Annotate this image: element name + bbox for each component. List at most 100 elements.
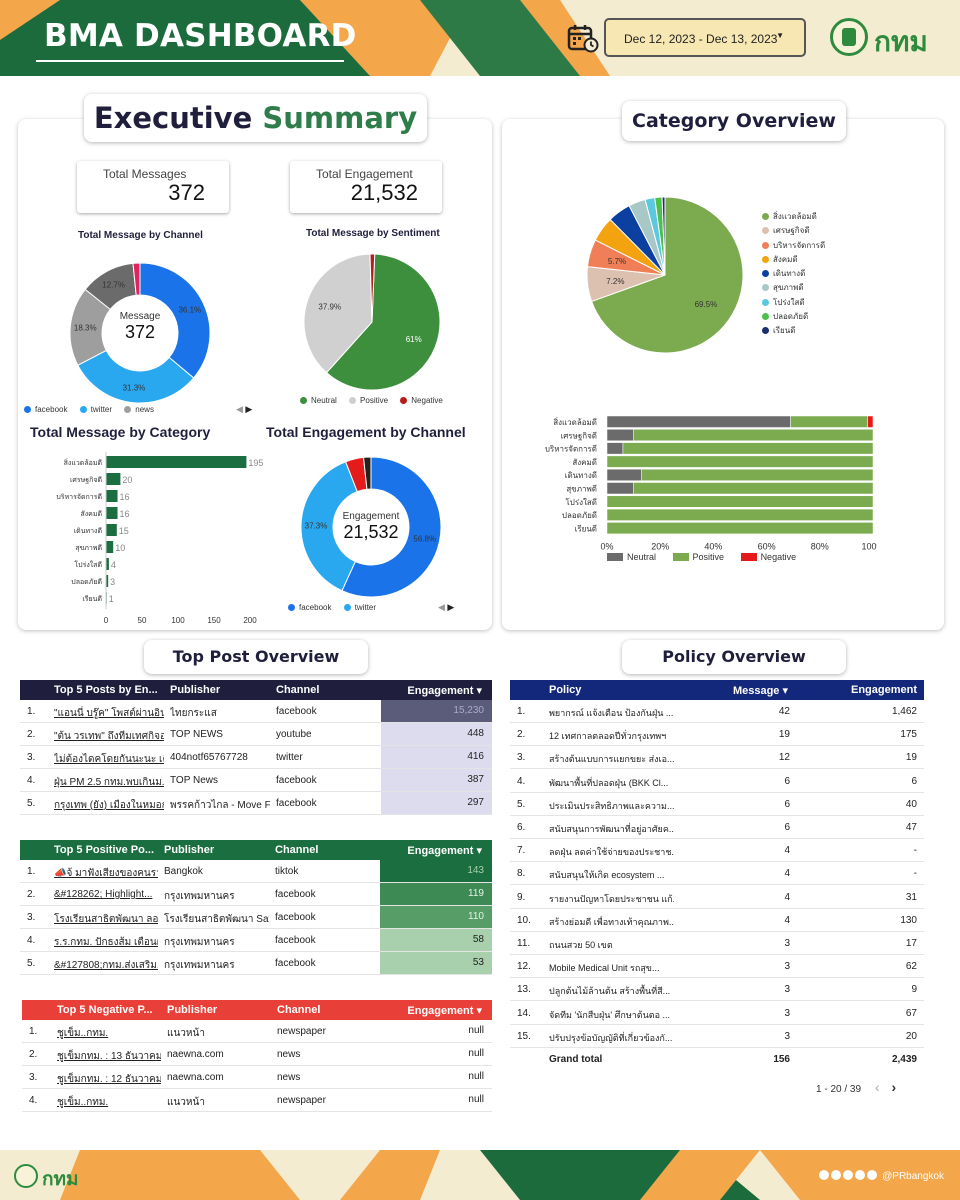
slice-label: 12.7%	[102, 281, 125, 290]
table-row[interactable]: 7. ลดฝุ่น ลดค่าใช้จ่ายของประชาช... 4 -	[510, 839, 924, 863]
column-header[interactable]: Publisher	[167, 1004, 218, 1016]
post-link[interactable]: ชูเข็ม..กทม.	[57, 1028, 109, 1039]
table-row[interactable]: 9. รายงานปัญหาโดยประชาชน แก้... 4 31	[510, 886, 924, 909]
publisher-cell: TOP News	[170, 775, 218, 786]
footer: กทม @PRbangkok	[0, 1150, 960, 1200]
column-header[interactable]: Publisher	[170, 684, 221, 696]
table-row[interactable]: 2. "ต้น วรเทพ" ถึงทีมเทศกิจอ... TOP NEWS yo…	[20, 723, 492, 746]
post-link[interactable]: ร.ร.กทม. ปักธงส้ม เตือนฝุ่...	[54, 937, 158, 948]
post-link[interactable]: กรุงเทพ (ยัง) เมืองในหมอก...	[54, 800, 164, 811]
post-link[interactable]: ชูเข็มกทม. : 13 ธันวาคม...	[57, 1051, 161, 1062]
table-row[interactable]: 5. กรุงเทพ (ยัง) เมืองในหมอก... พรรคก้าวไก…	[20, 792, 492, 815]
column-header[interactable]: Channel	[277, 1004, 321, 1016]
channel-legend-pager[interactable]: ◀ ▶	[236, 404, 253, 414]
channel-cell: facebook	[275, 935, 316, 946]
table-row[interactable]: 4. ฝุ่น PM 2.5 กทม.พบเกินม... TOP News face…	[20, 769, 492, 792]
table-row[interactable]: 3. โรงเรียนสาธิตพัฒนา ลอย... โรงเรียนสาธิต…	[20, 906, 492, 929]
table-row[interactable]: 2. &#128262; Highlight... กรุงเทพมหานคร fac…	[20, 883, 492, 906]
legend-dot	[762, 298, 769, 306]
column-header[interactable]: Engagement ▾	[407, 1005, 482, 1017]
social-handle: @PRbangkok	[882, 1171, 944, 1182]
table-row[interactable]: 2. 12 เทศกาลตลอดปีทั่วกรุงเทพฯ 19 175	[510, 723, 924, 747]
table-row[interactable]: 5. &#127808;กทม.ส่งเสริม... กรุงเทพมหานคร f…	[20, 952, 492, 975]
post-link[interactable]: &#128262; Highlight...	[54, 889, 153, 900]
table-row[interactable]: 12. Mobile Medical Unit รถสุข... 3 62	[510, 955, 924, 979]
post-link[interactable]: &#127808;กทม.ส่งเสริม...	[54, 960, 158, 971]
channel-cell: facebook	[275, 889, 316, 900]
post-link[interactable]: "ต้น วรเทพ" ถึงทีมเทศกิจอ...	[54, 731, 164, 742]
stack-segment-negative	[867, 415, 874, 428]
legend-label: เรียนดี	[773, 326, 796, 336]
post-link[interactable]: โรงเรียนสาธิตพัฒนา ลอย...	[54, 914, 158, 925]
table-row[interactable]: 1. ชูเข็ม..กทม. แนวหน้า newspaper null	[22, 1020, 492, 1043]
table-row[interactable]: 8. สนับสนุนให้เกิด ecosystem ... 4 -	[510, 862, 924, 886]
post-link[interactable]: ชูเข็ม..กทม.	[57, 1097, 109, 1108]
stack-x-tick: 40%	[704, 542, 722, 550]
legend-label: บริหารจัดการดี	[773, 240, 826, 250]
table-row[interactable]: 3. ชูเข็มกทม. : 12 ธันวาคม... naewna.com ne…	[22, 1066, 492, 1089]
post-link[interactable]: "แอนนี่ บรู๊ค" โพสต์ผ่านอิน...	[54, 708, 164, 719]
table-row[interactable]: 13. ปลูกต้นไม้ล้านต้น สร้างพื้นที่สี... 3 9	[510, 978, 924, 1002]
category-tick-label: บริหารจัดการดี	[56, 493, 102, 501]
column-header[interactable]: Message ▾	[732, 685, 788, 697]
instagram-icon[interactable]	[843, 1170, 854, 1180]
column-header[interactable]: Engagement ▾	[407, 845, 482, 857]
engagement-cell: 1,462	[891, 706, 917, 717]
channel-donut-center-value: 372	[124, 322, 156, 342]
table-row[interactable]: 10. สร้างย่อมดี เพื่อทางเท้าคุณภาพ... 4 130	[510, 909, 924, 932]
column-header[interactable]: Engagement ▾	[407, 685, 482, 697]
engagement-cell: 175	[900, 729, 917, 741]
column-header[interactable]: Channel	[275, 844, 319, 856]
engagement-legend-pager[interactable]: ◀ ▶	[438, 602, 455, 612]
dashboard-title-box: BMA DASHBOARD	[36, 18, 356, 62]
legend-label: Negative	[411, 396, 443, 405]
table-row[interactable]: 1. "แอนนี่ บรู๊ค" โพสต์ผ่านอิน... ไทยกระแส…	[20, 700, 492, 723]
publisher-cell: แนวหน้า	[167, 1097, 205, 1108]
category-tick-label: ปลอดภัยดี	[71, 578, 102, 586]
executive-summary-title-b: Summary	[262, 101, 418, 135]
table-row[interactable]: 6. สนับสนุนการพัฒนาที่อยู่อาศัยค... 6 47	[510, 816, 924, 839]
publisher-cell: กรุงเทพมหานคร	[164, 960, 235, 971]
engagement-cell: 6	[911, 775, 917, 787]
post-link[interactable]: ชูเข็มกทม. : 12 ธันวาคม...	[57, 1074, 161, 1085]
column-header[interactable]: Top 5 Positive Po...	[54, 844, 155, 856]
table-row[interactable]: 3. สร้างต้นแบบการแยกขยะ ส่งเอ... 12 19	[510, 746, 924, 770]
table-row[interactable]: 4. ชูเข็ม..กทม. แนวหน้า newspaper null	[22, 1089, 492, 1112]
stack-x-tick: 20%	[651, 542, 669, 550]
table-row[interactable]: 5. ประเมินประสิทธิภาพและความ... 6 40	[510, 793, 924, 816]
column-header[interactable]: Policy	[549, 684, 582, 696]
table-row[interactable]: 11. ถนนสวย 50 เขต 3 17	[510, 932, 924, 955]
column-header[interactable]: Channel	[276, 684, 320, 696]
slice-other	[362, 456, 372, 490]
calendar-icon[interactable]	[567, 23, 599, 53]
table-row[interactable]: 15. ปรับปรุงข้อบัญญัติที่เกี่ยวข้องกั... 3…	[510, 1025, 924, 1048]
youtube-icon[interactable]	[855, 1170, 866, 1180]
category-bar-value: 16	[120, 492, 130, 502]
column-header[interactable]: Engagement	[850, 684, 917, 696]
chevron-right-icon[interactable]: ›	[891, 1079, 897, 1095]
legend-item-neutral: Neutral	[607, 552, 656, 562]
post-link[interactable]: ไม่ต้องไดคโดยกันนะนะ เคี้ย...	[54, 754, 164, 765]
row-number: 7.	[517, 845, 526, 857]
chevron-left-icon[interactable]: ‹	[871, 1079, 884, 1095]
engagement-cell: 67	[905, 1007, 917, 1019]
column-header[interactable]: Top 5 Posts by En...	[54, 684, 158, 696]
social-links[interactable]: @PRbangkok	[819, 1170, 944, 1182]
date-range-picker[interactable]: Dec 12, 2023 - Dec 13, 2023 ▼	[604, 18, 806, 57]
channel-cell: facebook	[275, 912, 316, 923]
column-header[interactable]: Top 5 Negative P...	[57, 1004, 153, 1016]
twitter-icon[interactable]	[867, 1170, 878, 1180]
table-row[interactable]: 1. 📣จ้ มาฟังเสียงของคนรายใ... Bangkok tikto…	[20, 860, 492, 883]
column-header[interactable]: Publisher	[164, 844, 215, 856]
stack-segment-positive	[633, 482, 874, 495]
line-icon[interactable]	[819, 1170, 830, 1180]
table-row[interactable]: 2. ชูเข็มกทม. : 13 ธันวาคม... naewna.com ne…	[22, 1043, 492, 1066]
table-row[interactable]: 14. จัดทีม 'นักสืบฝุ่น' ศึกษาต้นตอ ... 3 67	[510, 1002, 924, 1025]
table-row[interactable]: 4. ร.ร.กทม. ปักธงส้ม เตือนฝุ่... กรุงเทพมห…	[20, 929, 492, 952]
table-row[interactable]: 1. พยากรณ์ แจ้งเตือน ป้องกันฝุ่น ... 42 1,4…	[510, 700, 924, 723]
facebook-icon[interactable]	[831, 1170, 842, 1180]
post-link[interactable]: 📣จ้ มาฟังเสียงของคนรายใ...	[54, 868, 158, 879]
table-row[interactable]: 4. พัฒนาพื้นที่ปลอดฝุ่น (BKK Cl... 6 6	[510, 770, 924, 793]
post-link[interactable]: ฝุ่น PM 2.5 กทม.พบเกินม...	[54, 777, 164, 788]
table-row[interactable]: 3. ไม่ต้องไดคโดยกันนะนะ เคี้ย... 404notf65…	[20, 746, 492, 769]
